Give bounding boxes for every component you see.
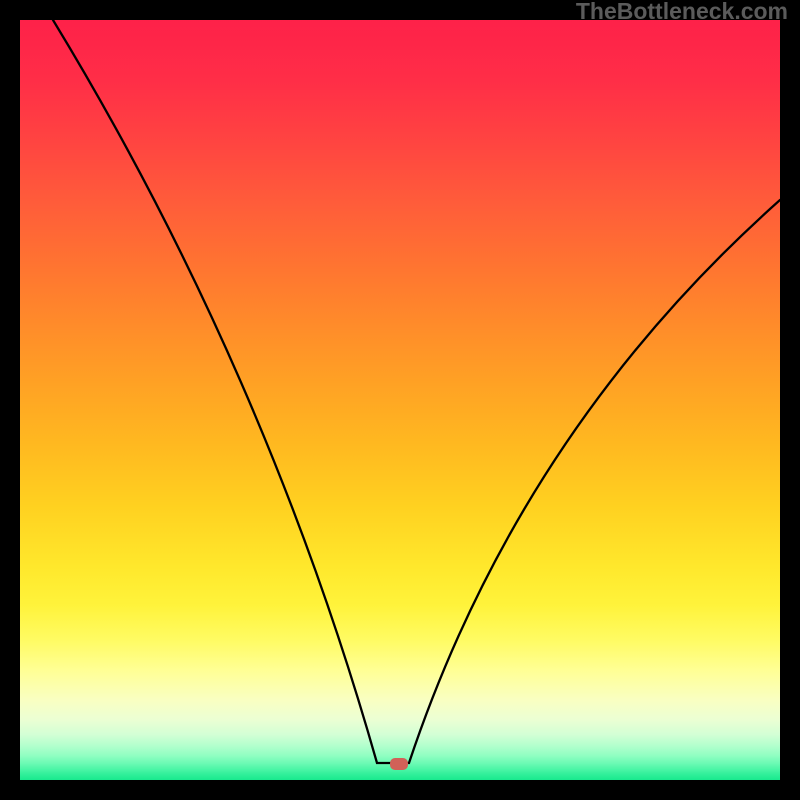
optimum-marker bbox=[390, 758, 408, 770]
chart-frame: TheBottleneck.com bbox=[0, 0, 800, 800]
watermark-text: TheBottleneck.com bbox=[576, 0, 788, 25]
plot-area bbox=[20, 20, 780, 780]
bottleneck-chart-svg bbox=[0, 0, 800, 800]
gradient-background bbox=[20, 20, 780, 780]
